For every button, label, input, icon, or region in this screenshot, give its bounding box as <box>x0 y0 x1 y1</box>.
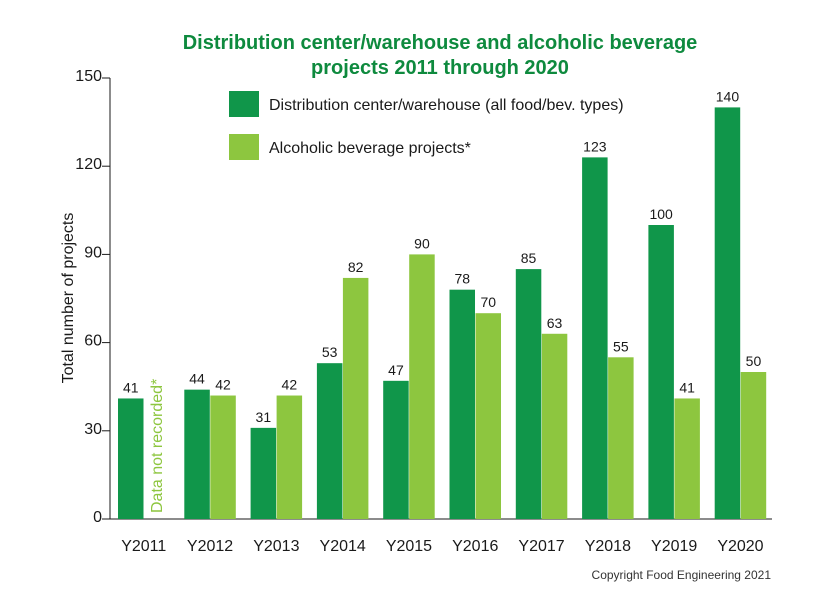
value-label-Y2015-series-1: 47 <box>388 362 404 378</box>
y-tick-label-120: 120 <box>75 156 102 173</box>
value-label-Y2017-series-2: 63 <box>547 315 563 331</box>
x-tick-label-Y2012: Y2012 <box>187 538 233 555</box>
y-tick-label-150: 150 <box>75 68 102 85</box>
x-tick-label-Y2018: Y2018 <box>585 538 631 555</box>
bar-Y2020-series-1 <box>714 107 741 520</box>
value-label-Y2018-series-2: 55 <box>613 338 629 354</box>
annotation-data-not-recorded: Data not recorded* <box>149 379 166 513</box>
bar-Y2014-series-1 <box>316 363 343 519</box>
value-labels: 41 44 42 31 42 53 82 47 90 78 70 85 63 123 55 100 41 140 5… <box>123 88 761 424</box>
bar-Y2017-series-2 <box>541 333 568 519</box>
bars <box>118 107 767 520</box>
y-axis-label: Total number of projects <box>60 213 77 384</box>
value-label-Y2019-series-1: 100 <box>649 206 673 222</box>
value-label-Y2017-series-1: 85 <box>521 250 537 266</box>
bar-Y2013-series-2 <box>276 395 303 519</box>
legend-label-distribution: Distribution center/warehouse (all food/… <box>269 97 624 114</box>
copyright-text: Copyright Food Engineering 2021 <box>592 568 772 582</box>
legend-swatch-distribution <box>229 91 259 117</box>
value-label-Y2014-series-1: 53 <box>322 344 338 360</box>
value-label-Y2014-series-2: 82 <box>348 259 364 275</box>
value-label-Y2012-series-1: 44 <box>189 371 205 387</box>
bar-Y2019-series-1 <box>648 225 674 519</box>
bar-Y2012-series-1 <box>184 389 210 519</box>
x-axis-categories: Y2011 Y2012 Y2013 Y2014 Y2015 Y2016 Y2017 Y2018… <box>121 538 763 555</box>
bar-Y2013-series-1 <box>250 427 277 519</box>
value-label-Y2020-series-2: 50 <box>746 353 762 369</box>
value-label-Y2019-series-2: 41 <box>679 379 695 395</box>
value-label-Y2013-series-1: 31 <box>256 409 272 425</box>
value-label-Y2016-series-2: 70 <box>480 294 496 310</box>
x-tick-label-Y2016: Y2016 <box>452 538 498 555</box>
bar-Y2018-series-1 <box>582 157 608 519</box>
chart-title: Distribution center/warehouse and alcoho… <box>183 32 698 79</box>
y-tick-label-30: 30 <box>84 421 102 438</box>
value-label-Y2018-series-1: 123 <box>583 138 607 154</box>
bar-Y2015-series-2 <box>409 254 435 519</box>
chart-title-line-1: Distribution center/warehouse and alcoho… <box>183 32 698 54</box>
bar-Y2016-series-2 <box>475 313 501 519</box>
x-tick-label-Y2011: Y2011 <box>121 538 166 555</box>
legend: Distribution center/warehouse (all food/… <box>229 91 624 160</box>
x-tick-label-Y2014: Y2014 <box>320 538 366 555</box>
value-label-Y2016-series-1: 78 <box>454 271 470 287</box>
legend-swatch-alcoholic <box>229 134 259 160</box>
x-tick-label-Y2020: Y2020 <box>717 538 763 555</box>
x-tick-label-Y2015: Y2015 <box>386 538 432 555</box>
value-label-Y2012-series-2: 42 <box>215 377 231 393</box>
bar-Y2017-series-1 <box>515 269 542 519</box>
bar-Y2018-series-2 <box>608 357 634 519</box>
chart-title-line-2: projects 2011 through 2020 <box>311 57 569 79</box>
y-tick-label-90: 90 <box>84 244 102 261</box>
bar-Y2015-series-1 <box>383 380 409 519</box>
value-label-Y2011-series-1: 41 <box>123 379 139 395</box>
bar-Y2016-series-1 <box>449 289 475 519</box>
value-label-Y2013-series-2: 42 <box>282 377 298 393</box>
legend-label-alcoholic: Alcoholic beverage projects* <box>269 140 471 157</box>
bar-Y2019-series-2 <box>674 398 700 519</box>
bar-Y2014-series-2 <box>342 277 369 519</box>
value-label-Y2020-series-1: 140 <box>716 88 740 104</box>
bar-Y2012-series-2 <box>210 395 236 519</box>
x-tick-label-Y2013: Y2013 <box>253 538 299 555</box>
x-tick-label-Y2019: Y2019 <box>651 538 697 555</box>
y-axis: 0 30 60 90 120 150 <box>75 68 110 526</box>
y-tick-label-0: 0 <box>93 509 102 526</box>
y-tick-label-60: 60 <box>84 333 102 350</box>
bar-Y2011-series-1 <box>118 398 144 519</box>
x-tick-label-Y2017: Y2017 <box>518 538 564 555</box>
bar-Y2020-series-2 <box>740 372 767 519</box>
annotations: Data not recorded* <box>149 379 166 513</box>
value-label-Y2015-series-2: 90 <box>414 235 430 251</box>
